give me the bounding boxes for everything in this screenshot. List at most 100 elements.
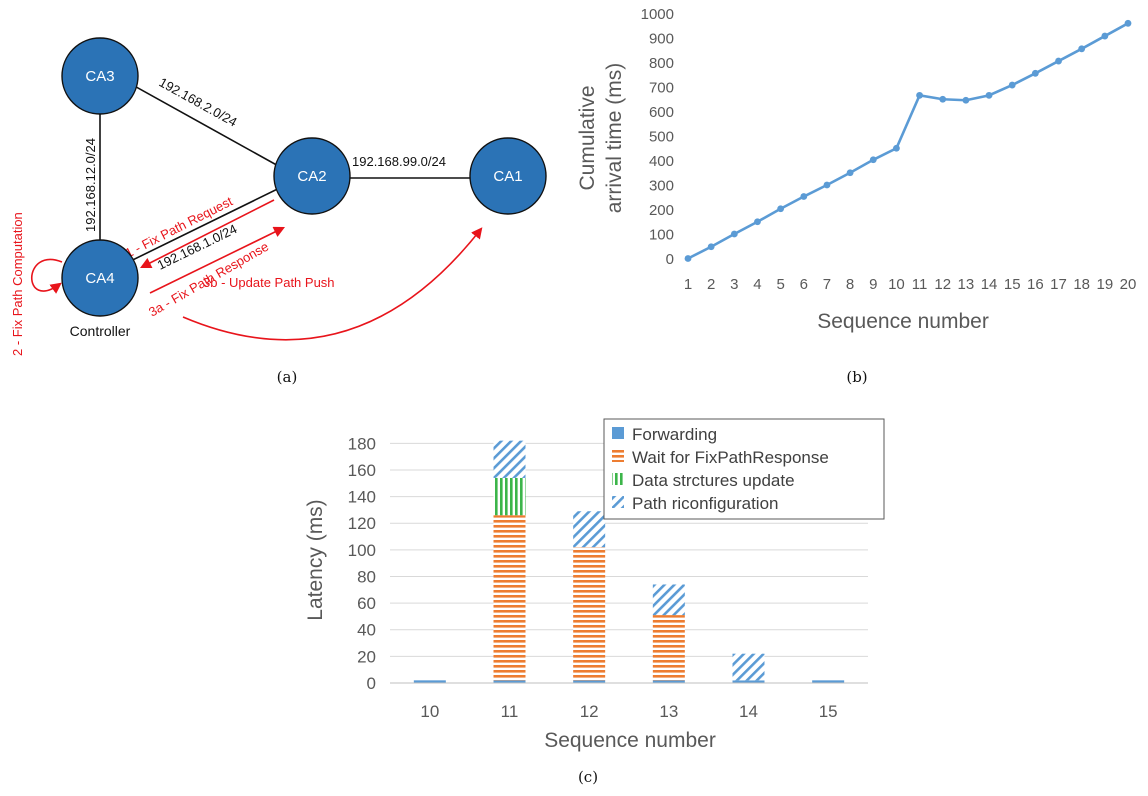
chart-c-xlabel: Sequence number <box>544 729 716 752</box>
chart-b-xtick-label: 8 <box>846 276 854 293</box>
chart-c-bar-segment <box>732 653 765 681</box>
chart-c-xtick-label: 11 <box>501 702 519 721</box>
chart-c-bar-segment <box>493 680 526 683</box>
legend-swatch-path-reconf <box>612 496 624 508</box>
node-ca4-label: CA4 <box>85 270 114 287</box>
chart-b-xtick-label: 16 <box>1027 276 1044 293</box>
chart-c-bar-segment <box>812 680 845 683</box>
link-ca3-ca2 <box>119 77 301 179</box>
caption-c: (c) <box>578 768 598 786</box>
chart-c-ylabel: Latency (ms) <box>304 499 327 620</box>
chart-c-ytick-label: 0 <box>367 674 376 693</box>
chart-b-point <box>985 91 993 99</box>
chart-b-point <box>777 205 785 213</box>
chart-c-bar-segment <box>493 515 526 681</box>
chart-b-point <box>1055 57 1062 65</box>
chart-c-bar-segment <box>652 584 685 616</box>
chart-b-ytick-label: 600 <box>649 104 674 121</box>
chart-b-xtick-label: 6 <box>800 276 808 293</box>
chart-b-point <box>1031 69 1039 77</box>
chart-b-xtick-label: 1 <box>684 276 692 293</box>
chart-b-point <box>939 95 947 103</box>
chart-b-point <box>1101 32 1109 40</box>
chart-b-point <box>846 169 854 177</box>
link-label-ca2-ca1: 192.168.99.0/24 <box>352 154 446 169</box>
chart-c-ytick-label: 80 <box>357 567 376 586</box>
chart-b-ytick-label: 1000 <box>641 6 674 23</box>
chart-b-ytick-label: 400 <box>649 153 674 170</box>
chart-b-xtick-label: 11 <box>912 276 928 293</box>
link-label-ca3-ca4: 192.168.12.0/24 <box>83 138 98 232</box>
chart-b-ytick-label: 800 <box>649 55 674 72</box>
panel-c: 0 20 40 60 80 100 120 140 160 180 10 11 12 13 14 15 Lat… <box>304 418 885 786</box>
chart-c-bar-segment <box>573 547 606 681</box>
legend-label-data-update: Data strctures update <box>632 471 795 490</box>
chart-b-xtick-label: 19 <box>1096 276 1113 293</box>
chart-c-ytick-label: 40 <box>357 621 376 640</box>
chart-b-point <box>893 144 900 152</box>
chart-b-xtick-label: 13 <box>958 276 975 293</box>
legend-swatch-forwarding <box>612 427 624 439</box>
chart-c-bar-segment <box>493 440 526 478</box>
node-ca1 <box>469 137 547 215</box>
panel-a: 192.168.2.0/24 192.168.99.0/24 192.168.1… <box>10 37 547 386</box>
legend-label-path-reconf: Path riconfiguration <box>632 494 778 513</box>
legend-label-forwarding: Forwarding <box>632 425 717 444</box>
chart-c-xtick-label: 15 <box>819 702 838 721</box>
chart-b-xtick-label: 14 <box>981 276 998 293</box>
chart-c-ytick-label: 100 <box>348 541 376 560</box>
node-ca1-label: CA1 <box>493 168 522 185</box>
chart-b-point <box>962 96 970 104</box>
chart-b-xlabel: Sequence number <box>817 310 989 333</box>
chart-b-point <box>823 181 831 189</box>
chart-b-point <box>684 255 692 262</box>
chart-b-point <box>754 218 761 226</box>
chart-c-xtick-label: 14 <box>739 702 758 721</box>
legend-swatch-data-update <box>612 473 624 485</box>
chart-b-xtick-label: 18 <box>1073 276 1090 293</box>
chart-c-ytick-label: 120 <box>348 514 376 533</box>
chart-c-bar-segment <box>573 680 606 683</box>
legend-swatch-wait <box>612 450 624 462</box>
chart-b-ylabel-line2: arrival time (ms) <box>603 63 626 214</box>
chart-c-bar-segment <box>573 511 606 548</box>
chart-b-point <box>800 193 808 200</box>
chart-c-bar-segment <box>413 680 446 683</box>
chart-c-bar-segment <box>732 680 765 683</box>
chart-c-marks <box>413 440 845 683</box>
chart-c-ytick-label: 160 <box>348 461 376 480</box>
fix-request-arrow <box>140 199 275 269</box>
chart-b-ytick-label: 500 <box>649 129 674 146</box>
chart-b-xtick-label: 9 <box>869 276 877 293</box>
chart-c-ytick-label: 180 <box>348 434 376 453</box>
chart-b-point <box>1078 45 1086 53</box>
chart-b-ytick-label: 900 <box>649 31 674 48</box>
fix-computation-label: 2 - Fix Path Computation <box>10 212 25 356</box>
node-ca3-label: CA3 <box>85 68 114 85</box>
chart-c-xtick-label: 13 <box>659 702 678 721</box>
chart-c-legend: Forwarding Wait for FixPathResponse Data… <box>603 418 885 520</box>
fix-response-arrow <box>149 226 286 294</box>
chart-b-xtick-label: 2 <box>707 276 715 293</box>
legend-label-wait: Wait for FixPathResponse <box>632 448 829 467</box>
chart-b-point <box>707 243 715 251</box>
chart-b-ytick-label: 200 <box>649 202 674 219</box>
chart-b-point <box>730 230 738 238</box>
fix-computation-arrow <box>31 258 63 294</box>
node-ca4 <box>61 239 139 317</box>
chart-b-point <box>1124 19 1132 27</box>
controller-label: Controller <box>70 323 131 339</box>
chart-b-ytick-label: 300 <box>649 178 674 195</box>
caption-b: (b) <box>846 368 867 386</box>
chart-c-ytick-label: 60 <box>357 594 376 613</box>
caption-a: (a) <box>277 368 298 386</box>
chart-b-series-line <box>687 22 1129 260</box>
chart-b-xtick-label: 5 <box>776 276 784 293</box>
chart-b-point <box>869 156 877 164</box>
chart-c-ytick-label: 140 <box>348 488 376 507</box>
chart-c-axes: 0 20 40 60 80 100 120 140 160 180 10 11 12 13 14 15 <box>348 434 868 721</box>
legend-box <box>603 418 885 520</box>
